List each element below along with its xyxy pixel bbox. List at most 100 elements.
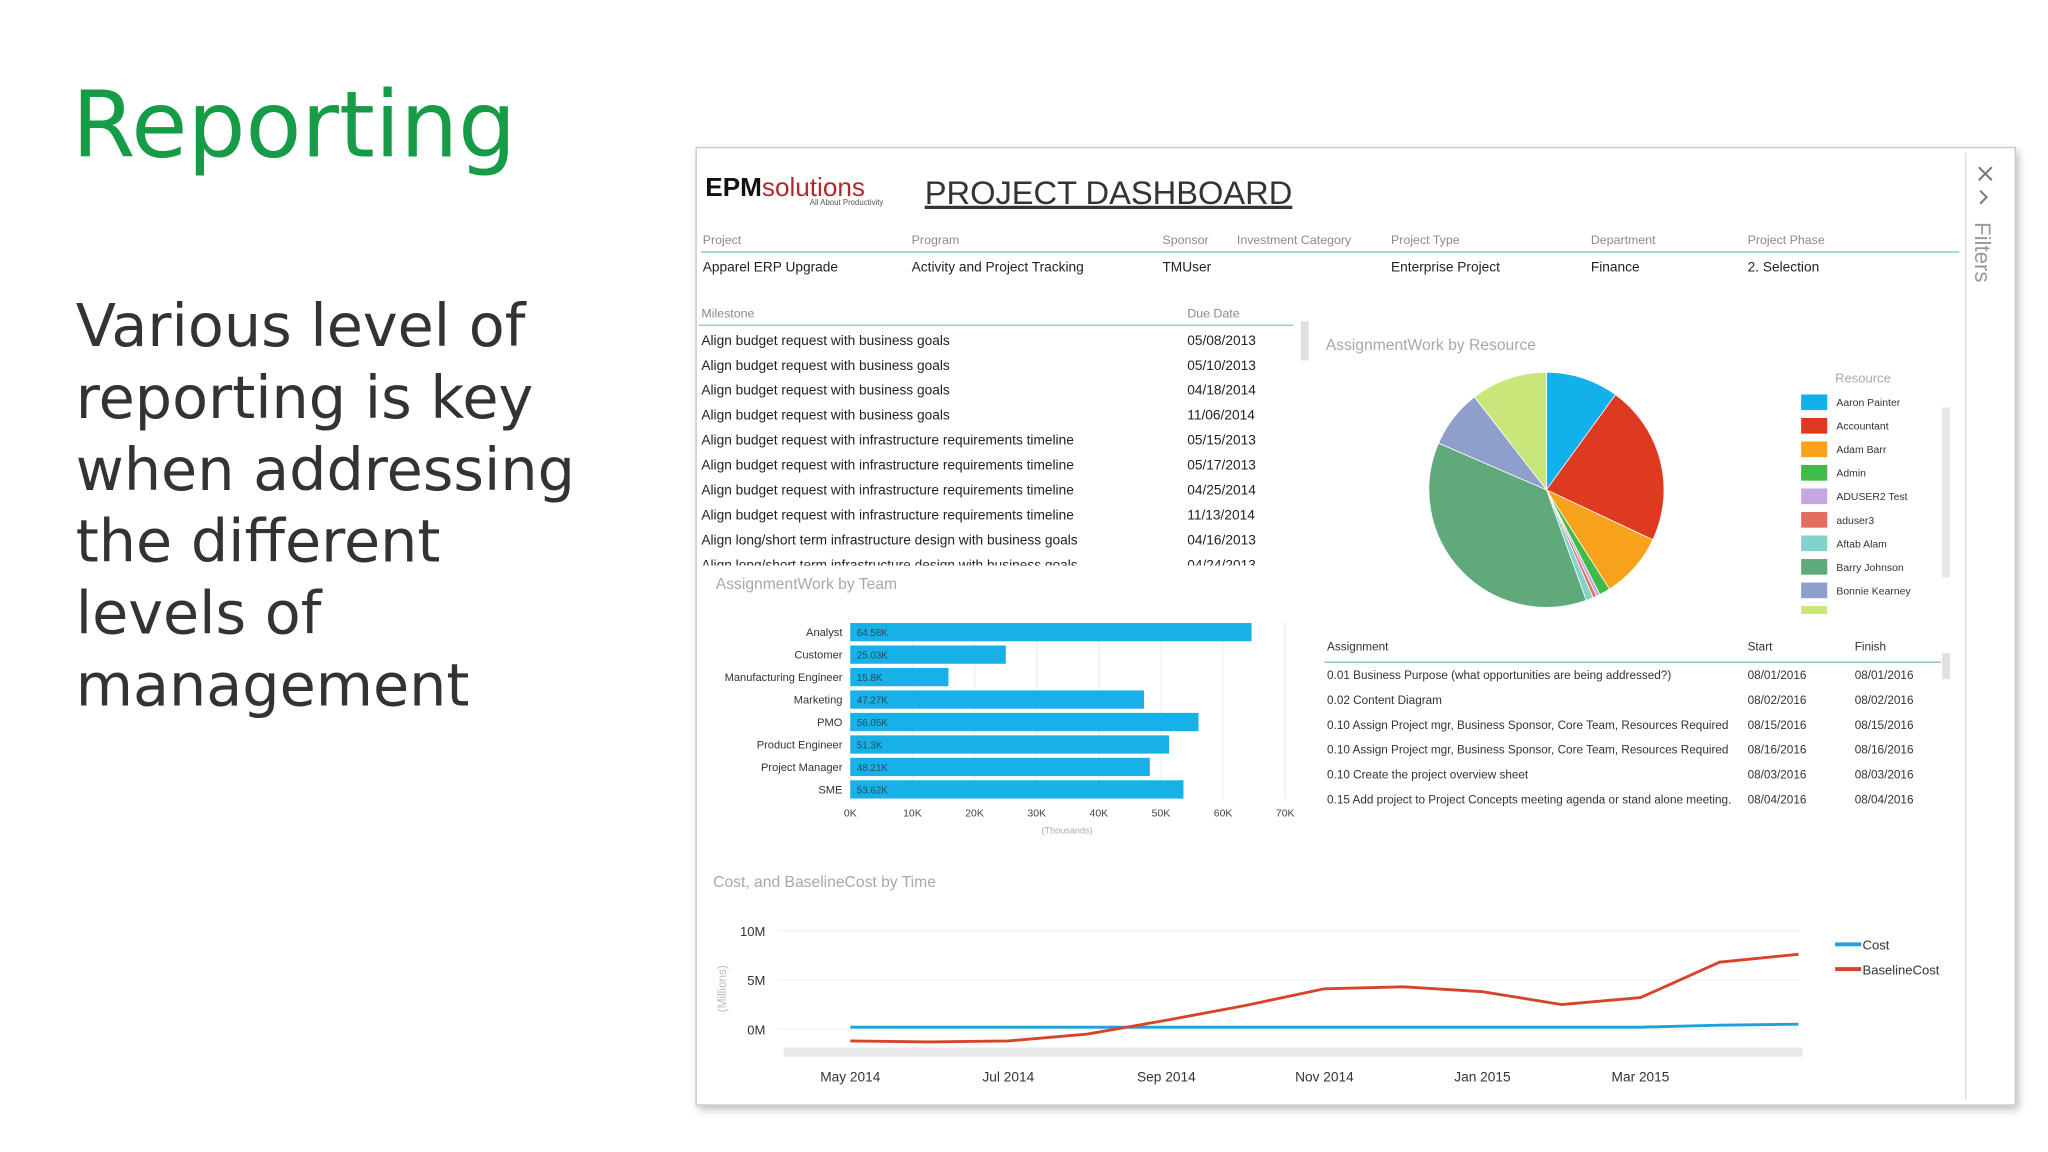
y-tick-label: 5M — [747, 973, 765, 988]
scrollbar[interactable] — [1942, 407, 1951, 578]
table-cell: Align budget request with infrastructure… — [701, 433, 1074, 448]
x-tick-label: Sep 2014 — [1137, 1069, 1196, 1084]
table-cell: Align long/short term infrastructure des… — [701, 557, 1077, 572]
legend-swatch — [1801, 394, 1828, 411]
y-tick-label: Marketing — [794, 694, 843, 706]
filters-pane-label[interactable]: Filters — [1970, 222, 1995, 282]
table-cell: Align budget request with business goals — [701, 333, 949, 348]
table-cell: Align budget request with infrastructure… — [701, 507, 1074, 522]
y-axis-label: (Millions) — [716, 965, 729, 1012]
legend-swatch — [1801, 535, 1828, 552]
x-tick-label: 50K — [1152, 808, 1171, 819]
legend-label: ADUSER2 Test — [1836, 492, 1907, 503]
table-cell: Align budget request with infrastructure… — [701, 458, 1074, 473]
column-header: Department — [1591, 233, 1656, 247]
x-tick-label: Nov 2014 — [1295, 1069, 1354, 1084]
scrollbar[interactable] — [1300, 321, 1309, 361]
column-header: Due Date — [1187, 306, 1239, 320]
table-cell: Align budget request with business goals — [701, 383, 949, 398]
pie-slice — [1546, 371, 1617, 492]
x-tick-label: Jan 2015 — [1454, 1069, 1511, 1084]
table-cell: 08/02/2016 — [1855, 694, 1914, 707]
table-cell: Align budget request with business goals — [701, 408, 949, 423]
table-cell: 08/04/2016 — [1748, 793, 1807, 806]
legend-label: Cost — [1863, 938, 1890, 953]
column-header: Project Phase — [1748, 233, 1825, 247]
table-cell: 04/18/2014 — [1187, 383, 1256, 398]
table-cell: 11/06/2014 — [1187, 408, 1255, 423]
y-tick-label: PMO — [817, 717, 843, 729]
scrollbar[interactable] — [783, 1047, 1803, 1057]
charts: AssignmentWork by Resource Resource Aaron … — [713, 337, 1940, 1084]
value-label: 53.62K — [857, 785, 888, 796]
expand-icon[interactable] — [1979, 190, 1988, 205]
table-cell: 08/03/2016 — [1748, 768, 1807, 781]
dashboard-title: PROJECT DASHBOARD — [925, 174, 1293, 211]
column-header: Program — [912, 233, 960, 247]
y-tick-label: 0M — [747, 1022, 765, 1037]
legend-label: Aftab Alam — [1836, 539, 1886, 550]
line-series — [850, 952, 1799, 1044]
table-cell: 08/15/2016 — [1748, 719, 1807, 732]
legend-swatch — [1801, 582, 1828, 599]
table-cell: Activity and Project Tracking — [912, 260, 1084, 275]
y-tick-label: SME — [818, 784, 842, 796]
assignment-table: Assignment Start Finish 0.01 Business Purpo… — [1327, 640, 1914, 806]
table-cell: Align budget request with business goals — [701, 358, 949, 373]
legend-label: Admin — [1836, 469, 1866, 480]
legend-swatch — [1801, 488, 1828, 505]
value-label: 25.03K — [857, 651, 888, 662]
bar — [850, 667, 949, 687]
legend-swatch — [1801, 417, 1828, 434]
legend-label: Bonnie Kearney — [1836, 586, 1911, 597]
column-header: Start — [1748, 640, 1774, 653]
value-label: 47.27K — [857, 695, 888, 706]
table-rows: 0.01 Business Purpose (what opportunitie… — [1327, 669, 1914, 806]
y-tick-label: 10M — [740, 924, 765, 939]
scrollbar[interactable] — [1942, 653, 1951, 680]
y-tick-label: Customer — [794, 650, 842, 662]
legend-label: Adam Barr — [1836, 445, 1886, 456]
table-cell: 0.10 Assign Project mgr, Business Sponso… — [1327, 719, 1728, 732]
logo-brand: EPMsolutions — [705, 172, 865, 202]
table-cell: Apparel ERP Upgrade — [703, 260, 839, 275]
table-rows: Align budget request with business goals… — [701, 333, 1256, 572]
column-header: Milestone — [701, 306, 754, 320]
value-label: 51.3K — [857, 740, 883, 751]
y-tick-label: Project Manager — [761, 762, 843, 774]
column-header: Investment Category — [1237, 233, 1352, 247]
chart-title: Cost, and BaselineCost by Time — [713, 874, 936, 891]
value-label: 56.05K — [857, 718, 888, 729]
x-tick-label: 20K — [965, 808, 984, 819]
table-cell: 05/17/2013 — [1187, 458, 1256, 473]
x-tick-label: 0K — [844, 808, 857, 819]
x-tick-label: 60K — [1214, 808, 1233, 819]
project-table: Project Program Sponsor Investment Category… — [703, 233, 1825, 274]
bar — [850, 780, 1184, 799]
column-header: Project Type — [1391, 233, 1460, 247]
table-cell: 08/01/2016 — [1855, 669, 1914, 682]
bar — [850, 735, 1170, 754]
legend-label: Barry Johnson — [1836, 563, 1903, 574]
table-cell: 08/01/2016 — [1748, 669, 1807, 682]
x-tick-label: May 2014 — [820, 1069, 881, 1084]
pie-slice — [1473, 371, 1547, 491]
x-tick-label: Mar 2015 — [1612, 1069, 1670, 1084]
x-axis-label: (Thousands) — [1041, 825, 1092, 835]
legend-swatch — [1801, 464, 1828, 481]
column-header: Assignment — [1327, 640, 1389, 653]
x-tick-label: Jul 2014 — [982, 1069, 1034, 1084]
body-line: reporting is key — [76, 363, 534, 432]
logo-tagline: All About Productivity — [810, 198, 884, 207]
body-line: Various level of — [76, 291, 527, 360]
bar — [850, 690, 1144, 709]
x-tick-label: 30K — [1027, 808, 1046, 819]
close-icon[interactable] — [1978, 166, 1993, 181]
bar — [850, 712, 1199, 732]
x-tick-label: 70K — [1276, 808, 1295, 819]
chart-title: AssignmentWork by Resource — [1326, 337, 1537, 354]
table-cell: 0.10 Assign Project mgr, Business Sponso… — [1327, 744, 1728, 757]
